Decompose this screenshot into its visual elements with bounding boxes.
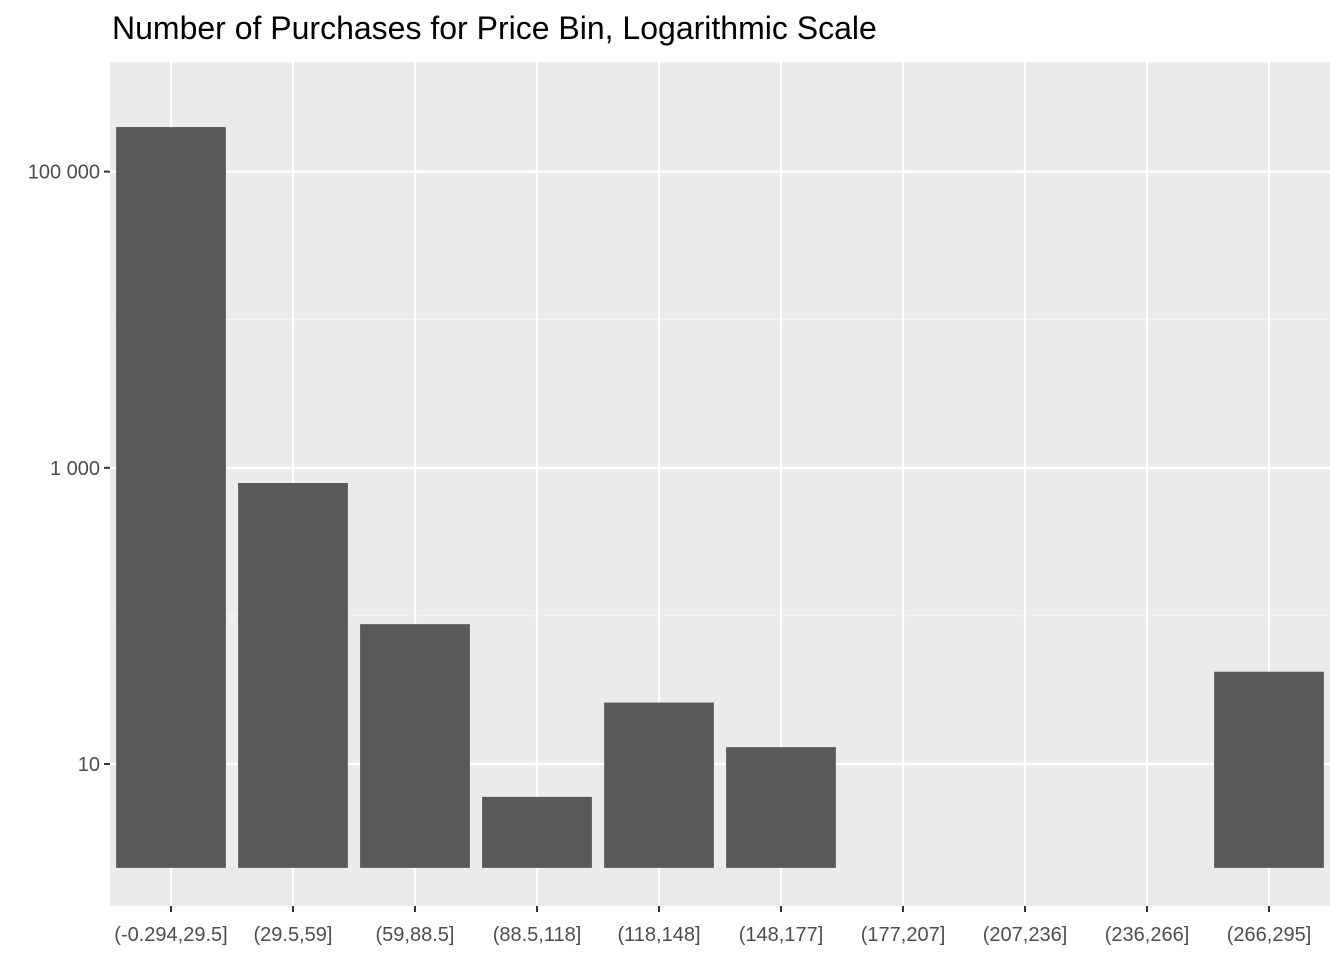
- x-tick-label: (236,266]: [1105, 924, 1190, 946]
- y-axis: 10 1 000 100 000: [28, 162, 110, 776]
- chart-title: Number of Purchases for Price Bin, Logar…: [112, 10, 877, 46]
- bar: [1214, 671, 1324, 868]
- bar: [360, 624, 470, 868]
- x-axis: (-0.294,29.5] (29.5,59] (59,88.5] (88.5,118…: [114, 906, 1311, 946]
- x-tick-label: (88.5,118]: [493, 924, 582, 946]
- x-tick-label: (-0.294,29.5]: [114, 924, 227, 946]
- x-tick-label: (29.5,59]: [254, 924, 333, 946]
- y-tick-label: 100 000: [28, 162, 100, 184]
- x-tick-label: (177,207]: [861, 924, 946, 946]
- bar: [726, 747, 836, 868]
- bar: [604, 702, 714, 868]
- y-tick-label: 1 000: [50, 458, 100, 480]
- x-tick-label: (118,148]: [617, 924, 700, 946]
- bar: [116, 127, 226, 868]
- x-tick-label: (207,236]: [983, 924, 1068, 946]
- bars: [116, 127, 1324, 868]
- bar: [238, 483, 348, 868]
- x-tick-label: (59,88.5]: [376, 924, 455, 946]
- x-tick-label: (266,295]: [1227, 924, 1312, 946]
- x-tick-label: (148,177]: [739, 924, 824, 946]
- y-tick-label: 10: [78, 754, 100, 776]
- bar: [482, 796, 592, 868]
